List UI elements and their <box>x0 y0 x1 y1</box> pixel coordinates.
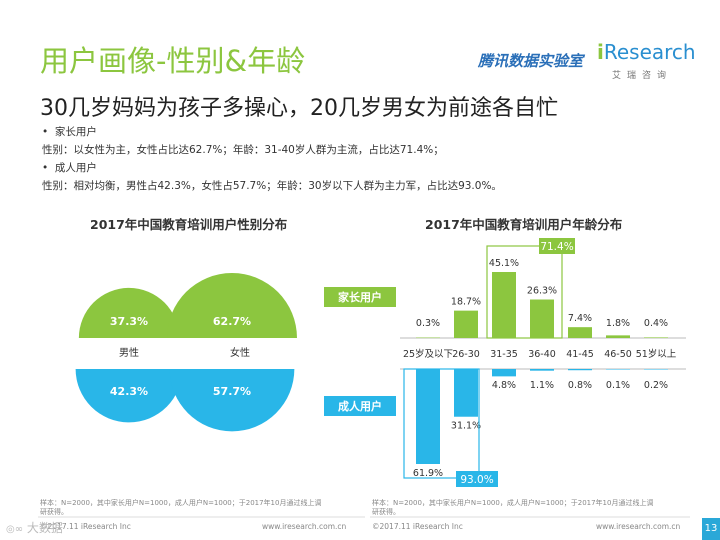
bullet-mark: • <box>42 126 49 138</box>
parent-female-label: 62.7% <box>213 315 251 328</box>
female-category-label: 女性 <box>230 346 250 359</box>
gender-chart-title: 2017年中国教育培训用户性别分布 <box>90 217 288 232</box>
adult-highlight-value: 93.0% <box>460 474 493 486</box>
parent-group-tag <box>324 287 396 307</box>
right-url: www.iresearch.com.cn <box>596 522 681 531</box>
right-copyright: ©2017.11 iResearch Inc <box>372 522 463 531</box>
tencent-brand-logo: 腾讯数据实验室 <box>478 52 584 70</box>
adult-age-bar <box>530 369 554 371</box>
parent-highlight-box <box>486 245 563 339</box>
age-tick-label: 51岁以上 <box>636 348 677 360</box>
adult-age-value: 0.1% <box>606 380 630 391</box>
bullet-parent-head: • 家长用户 <box>42 124 97 139</box>
adult-age-value: 31.1% <box>451 421 481 432</box>
age-chart: 0.3% 18.7% 45.1% 26.3% 7.4% 1.8% 0.4% 61.9% 31.… <box>400 238 686 487</box>
age-tick-label: 26-30 <box>452 349 480 360</box>
page-title: 用户画像-性别&年龄 <box>40 44 306 78</box>
adult-highlight-badge <box>456 471 498 487</box>
adult-age-bar <box>568 369 592 371</box>
watermark-icon: ◎∞ <box>6 524 24 535</box>
male-category-label: 男性 <box>119 346 139 359</box>
bullet-adult-head: • 成人用户 <box>42 160 97 175</box>
parent-highlight-badge <box>539 238 575 254</box>
parent-age-value: 45.1% <box>489 258 519 269</box>
iresearch-logo-i: i <box>597 40 604 64</box>
right-sample-note: 样本：N=2000，其中家长用户N=1000，成人用户N=1000；于2017年… <box>372 499 654 507</box>
parent-group-tag-text: 家长用户 <box>338 290 382 304</box>
parent-age-bars: 0.3% 18.7% 45.1% 26.3% 7.4% 1.8% 0.4% <box>416 258 668 339</box>
age-chart-title: 2017年中国教育培训用户年龄分布 <box>425 217 623 232</box>
iresearch-cn-name: 艾瑞咨询 <box>612 71 673 81</box>
adult-age-bar <box>416 369 440 464</box>
age-tick-label: 25岁及以下 <box>403 348 453 360</box>
adult-age-bar <box>454 369 478 417</box>
adult-female-label: 57.7% <box>213 385 251 398</box>
bullet-head: 家长用户 <box>54 126 97 138</box>
parent-age-value: 26.3% <box>527 286 557 297</box>
bullet-parent-text: 性别：以女性为主，女性占比达62.7%；年龄：31-40岁人群为主流，占比达71… <box>42 144 444 156</box>
adult-age-value: 0.2% <box>644 380 668 391</box>
parent-age-bar <box>606 335 630 338</box>
adult-age-bar <box>644 369 668 370</box>
parent-male-semicircle <box>78 287 180 338</box>
parent-age-value: 0.3% <box>416 318 440 329</box>
age-tick-labels: 25岁及以下 26-30 31-35 36-40 41-45 46-50 51岁以上 <box>403 348 677 360</box>
bullet-mark: • <box>42 162 49 174</box>
page-subtitle: 30几岁妈妈为孩子多操心，20几岁男女为前途各自忙 <box>40 96 558 121</box>
parent-age-bar <box>530 299 554 338</box>
watermark-text: 大数据 <box>26 521 63 535</box>
right-sample-note-2: 研获得。 <box>372 508 400 516</box>
age-tick-label: 46-50 <box>604 349 632 360</box>
left-sample-note-2: 研获得。 <box>40 508 68 516</box>
adult-age-value: 1.1% <box>530 380 554 391</box>
parent-age-bar <box>644 337 668 338</box>
gender-chart: 37.3% 62.7% 男性 女性 42.3% 57.7% <box>75 273 297 432</box>
adult-age-bar <box>492 369 516 377</box>
parent-age-bar <box>492 272 516 338</box>
watermark: ◎∞ 大数据 <box>6 519 63 536</box>
adult-group-tag <box>324 396 396 416</box>
parent-female-semicircle <box>167 273 297 338</box>
parent-age-bar <box>454 310 478 338</box>
adult-group-tag-text: 成人用户 <box>338 399 382 413</box>
adult-age-bar <box>606 369 630 370</box>
parent-age-value: 1.8% <box>606 318 630 329</box>
iresearch-logo-text: Research <box>603 40 696 64</box>
parent-age-value: 0.4% <box>644 318 668 329</box>
iresearch-logo: iResearch <box>597 40 696 64</box>
adult-highlight-box <box>403 368 480 479</box>
page-number: 13 <box>702 518 720 540</box>
adult-age-bars: 61.9% 31.1% 4.8% 1.1% 0.8% 0.1% 0.2% <box>413 369 668 479</box>
left-copyright: ©2017.11 iResearch Inc <box>40 522 131 531</box>
left-sample-note: 样本：N=2000，其中家长用户N=1000，成人用户N=1000；于2017年… <box>40 499 322 507</box>
bullet-head: 成人用户 <box>54 162 97 174</box>
bullet-adult-text: 性别：相对均衡，男性占42.3%，女性占57.7%；年龄：30岁以下人群为主力军… <box>42 180 502 192</box>
parent-age-value: 7.4% <box>568 313 592 324</box>
adult-age-value: 61.9% <box>413 468 443 479</box>
parent-age-bar <box>568 327 592 338</box>
parent-age-value: 18.7% <box>451 297 481 308</box>
parent-highlight-value: 71.4% <box>540 241 573 253</box>
adult-age-value: 4.8% <box>492 380 516 391</box>
left-url: www.iresearch.com.cn <box>262 522 347 531</box>
parent-male-label: 37.3% <box>110 315 148 328</box>
adult-age-value: 0.8% <box>568 380 592 391</box>
adult-male-label: 42.3% <box>110 385 148 398</box>
parent-age-bar <box>416 337 440 339</box>
adult-female-semicircle <box>169 369 295 432</box>
age-tick-label: 31-35 <box>490 349 518 360</box>
age-tick-label: 36-40 <box>528 349 556 360</box>
age-tick-label: 41-45 <box>566 349 594 360</box>
adult-male-semicircle <box>75 369 183 423</box>
